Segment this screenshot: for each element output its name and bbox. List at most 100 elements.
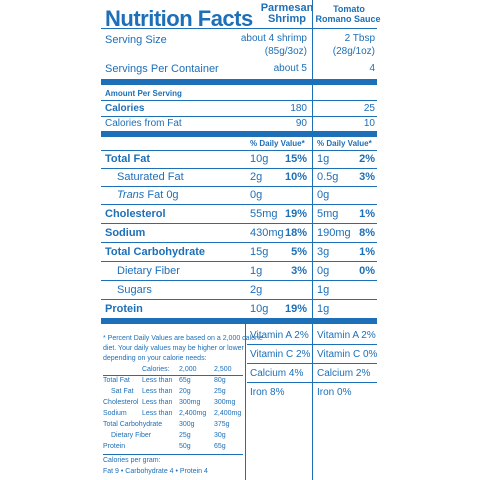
footnote-cal-2000: 2,000: [179, 366, 197, 373]
protein-label: Protein: [105, 303, 143, 315]
divider: [101, 186, 377, 187]
sugars-label: Sugars: [117, 284, 152, 296]
dietary-fiber-col1-amount: 1g: [250, 265, 263, 277]
divider: [101, 28, 377, 29]
saturated-fat-col2-dv: 3%: [359, 171, 375, 183]
fn-row-v2: 2,400mg: [214, 410, 242, 417]
divider: [101, 261, 377, 262]
calories-label: Calories: [105, 103, 145, 114]
divider: [103, 375, 243, 376]
fn-row-name: Protein: [103, 443, 126, 450]
footnote-calories-label: Calories:: [142, 366, 170, 373]
col1-serving-weight: (85g/3oz): [264, 46, 307, 57]
col2-header-line1: Tomato: [333, 4, 365, 14]
total-carbohydrate-col1-amount: 15g: [250, 246, 269, 258]
thick-divider: [101, 79, 377, 85]
divider: [247, 344, 377, 345]
protein-col2-amount: 1g: [317, 303, 330, 315]
divider: [101, 204, 377, 205]
cholesterol-label: Cholesterol: [105, 208, 166, 220]
serving-size-label: Serving Size: [105, 34, 167, 46]
fn-row-qual: Less than: [142, 377, 173, 384]
col2-calories-from-fat: 10: [363, 118, 375, 129]
col1-servings-per-container: about 5: [273, 63, 307, 74]
col2-serving-size: 2 Tbsp: [344, 33, 375, 44]
dietary-fiber-col2-amount: 0g: [317, 265, 330, 277]
total-fat-col1-amount: 10g: [250, 153, 269, 165]
fn-row-name: Sat Fat: [111, 388, 134, 395]
col1-vitamin-c: Vitamin C 2%: [250, 349, 311, 360]
cholesterol-col1-amount: 55mg: [250, 208, 278, 220]
col1-serving-size: about 4 shrimp: [240, 33, 307, 44]
sodium-col1-amount: 430mg: [250, 227, 284, 239]
divider: [101, 116, 377, 117]
sodium-col1-dv: 18%: [284, 227, 307, 239]
divider: [101, 280, 377, 281]
divider: [101, 242, 377, 243]
col1-header-line1: Parmesan: [260, 2, 314, 14]
col1-vitamin-a: Vitamin A 2%: [250, 330, 309, 341]
fn-row-v2: 30g: [214, 432, 226, 439]
fn-row-name: Sodium: [103, 410, 127, 417]
divider: [101, 168, 377, 169]
col2-calories: 25: [363, 103, 375, 114]
trans-fat-col1-amount: 0g: [250, 189, 263, 201]
col1-header-line2: Shrimp: [268, 13, 306, 25]
servings-per-container-label: Servings Per Container: [105, 63, 219, 75]
divider: [101, 223, 377, 224]
col2-vitamin-a: Vitamin A 2%: [317, 330, 376, 341]
trans-fat-label: Trans Fat 0g: [117, 190, 179, 201]
total-carbohydrate-col1-dv: 5%: [291, 246, 307, 258]
calories-per-gram-values: Fat 9 • Carbohydrate 4 • Protein 4: [103, 468, 208, 475]
panel-title: Nutrition Facts: [105, 6, 253, 31]
total-fat-col1-dv: 15%: [284, 153, 307, 165]
dietary-fiber-col2-dv: 0%: [359, 265, 375, 277]
cholesterol-col2-amount: 5mg: [317, 208, 339, 220]
footnote-line3: depending on your calorie needs:: [103, 355, 207, 362]
trans-italic: Trans: [117, 189, 145, 201]
fn-row-qual: Less than: [142, 399, 173, 406]
protein-col1-amount: 10g: [250, 303, 269, 315]
saturated-fat-col1-amount: 2g: [250, 171, 263, 183]
amount-per-serving: Amount Per Serving: [105, 89, 182, 98]
fn-row-v2: 25g: [214, 388, 226, 395]
total-carbohydrate-col2-amount: 3g: [317, 246, 330, 258]
protein-col1-dv: 19%: [284, 303, 307, 315]
fn-row-v2: 65g: [214, 443, 226, 450]
fn-row-v1: 25g: [179, 432, 191, 439]
cholesterol-col1-dv: 19%: [284, 208, 307, 220]
calories-per-gram-label: Calories per gram:: [103, 457, 161, 464]
fn-row-v1: 2,400mg: [179, 410, 207, 417]
col2-calcium: Calcium 2%: [317, 368, 371, 379]
fn-row-name: Total Carbohydrate: [103, 421, 163, 428]
fn-row-v1: 50g: [179, 443, 191, 450]
fn-row-name: Cholesterol: [103, 399, 139, 406]
col1-calories: 180: [290, 103, 307, 114]
footnote-cal-2500: 2,500: [214, 366, 232, 373]
dietary-fiber-col1-dv: 3%: [291, 265, 307, 277]
col2-iron: Iron 0%: [317, 387, 352, 398]
col2-daily-value-header: % Daily Value*: [317, 139, 372, 148]
total-fat-label: Total Fat: [105, 153, 151, 165]
col1-calories-from-fat: 90: [295, 118, 307, 129]
divider: [247, 363, 377, 364]
sodium-col2-dv: 8%: [359, 227, 375, 239]
trans-fat-rest: Fat 0g: [144, 189, 179, 201]
fn-row-name: Dietary Fiber: [111, 432, 152, 439]
col1-calcium: Calcium 4%: [250, 368, 304, 379]
col1-iron: Iron 8%: [250, 387, 285, 398]
trans-fat-col2-amount: 0g: [317, 189, 330, 201]
saturated-fat-label: Saturated Fat: [117, 171, 184, 183]
sodium-label: Sodium: [105, 227, 146, 239]
thick-divider: [101, 318, 377, 324]
fn-row-v1: 300mg: [179, 399, 201, 406]
dietary-fiber-label: Dietary Fiber: [117, 265, 180, 277]
saturated-fat-col1-dv: 10%: [284, 171, 307, 183]
col2-serving-weight: (28g/1oz): [332, 46, 375, 57]
fn-row-v1: 65g: [179, 377, 191, 384]
fn-row-v1: 20g: [179, 388, 191, 395]
fn-row-v2: 80g: [214, 377, 226, 384]
sodium-col2-amount: 190mg: [317, 227, 351, 239]
fn-row-v2: 375g: [214, 421, 230, 428]
fn-row-qual: Less than: [142, 410, 173, 417]
